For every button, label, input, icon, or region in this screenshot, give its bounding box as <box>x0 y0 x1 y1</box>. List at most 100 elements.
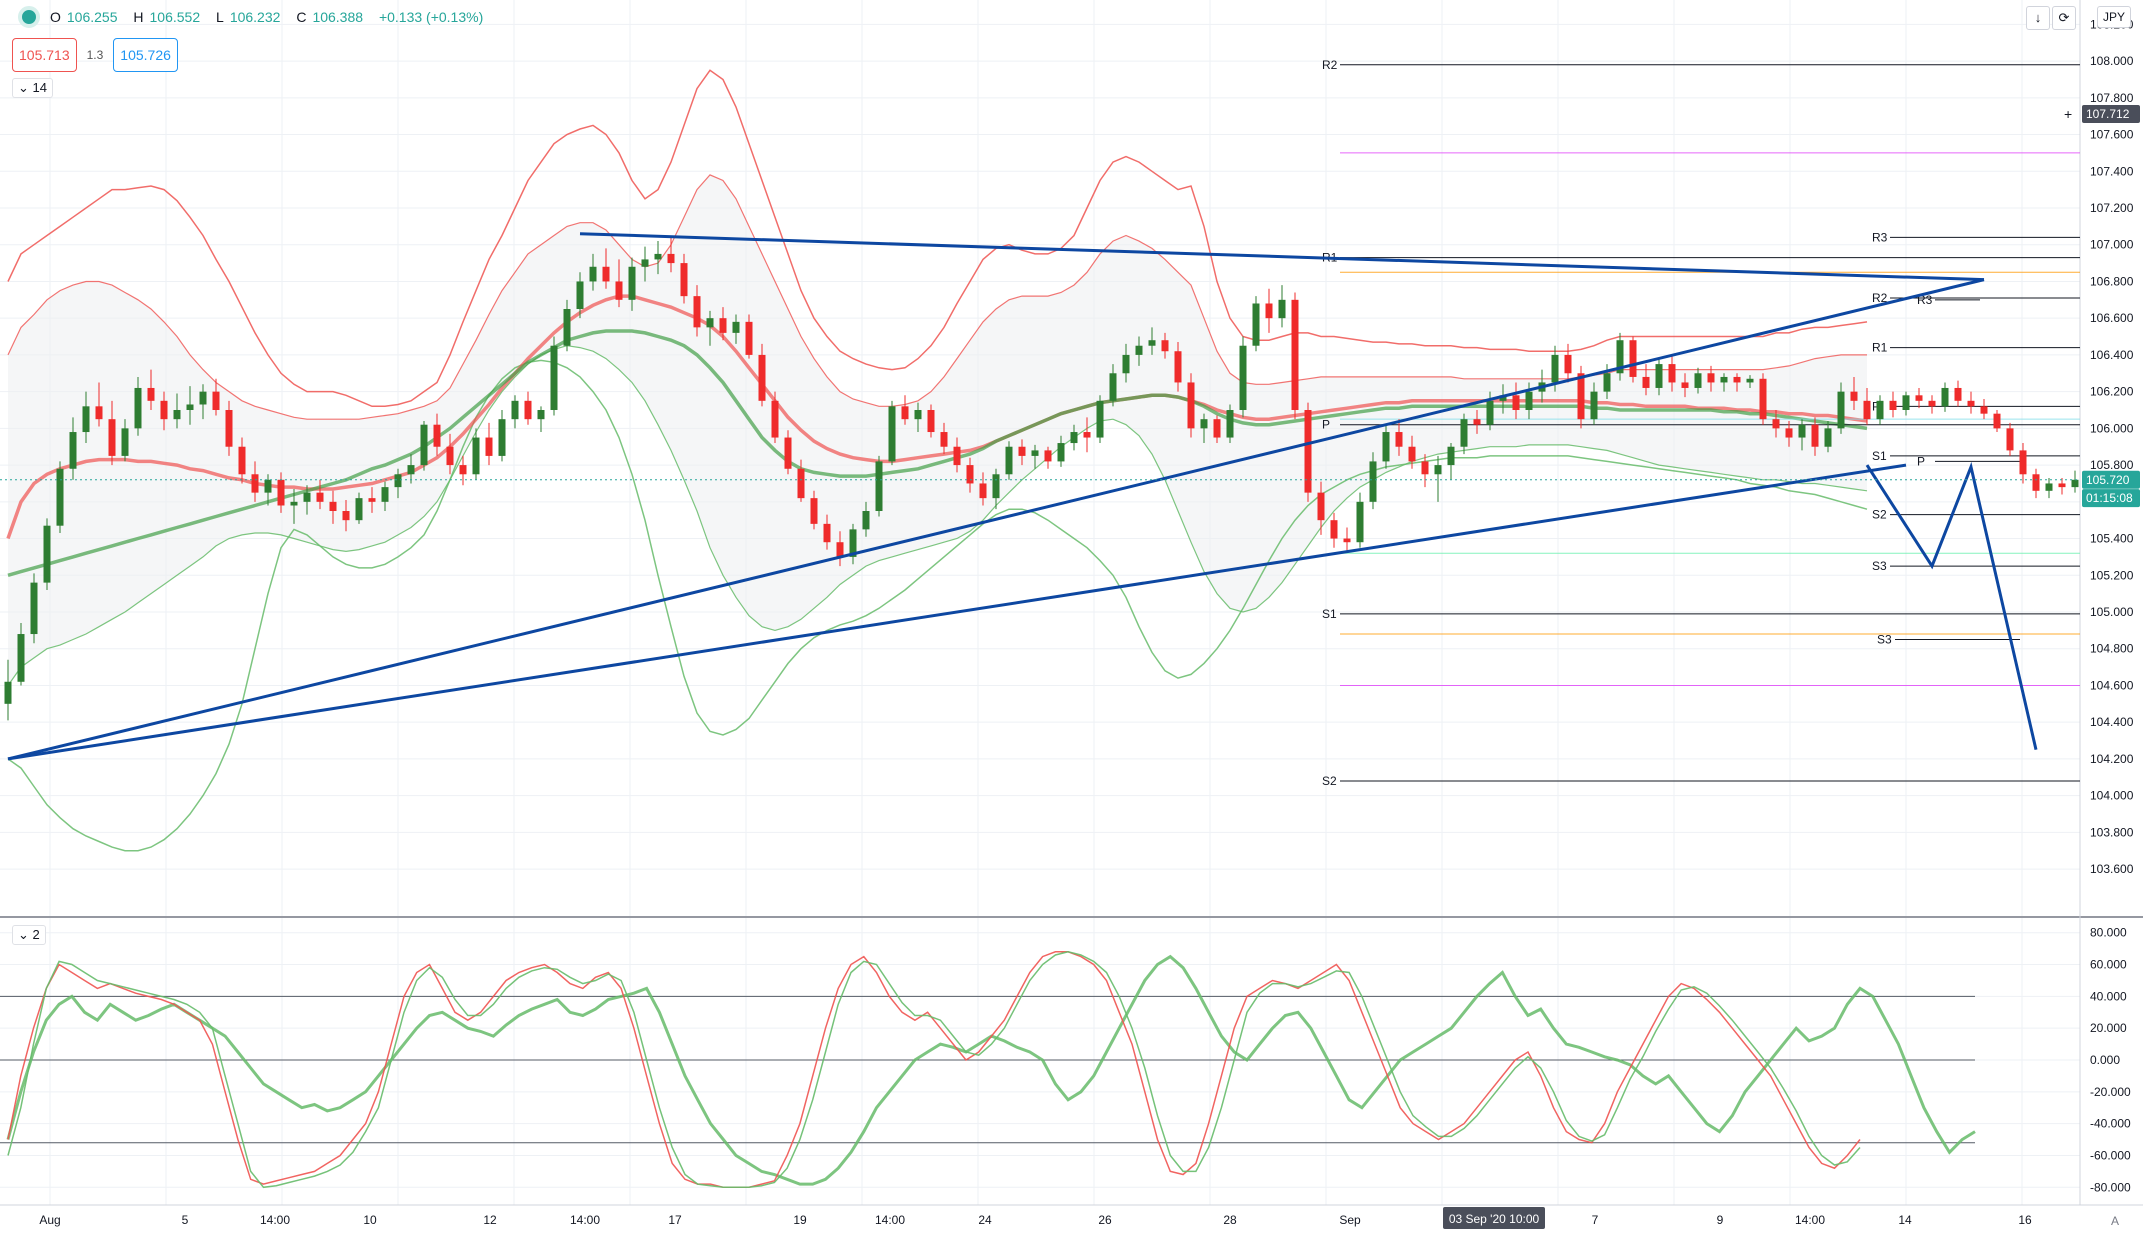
candle-body <box>1642 376 1650 388</box>
candle-body <box>1603 373 1611 392</box>
time-tick-label: 5 <box>182 1213 189 1227</box>
price-tick-label: 106.800 <box>2090 274 2134 288</box>
candle-body <box>121 428 129 456</box>
candle-body <box>1447 446 1455 466</box>
candle-body <box>680 263 688 297</box>
ohlc-close-label: C <box>296 9 307 25</box>
candle-body <box>940 432 948 447</box>
osc-tick-label: 40.000 <box>2090 989 2127 1003</box>
candle-body <box>1525 391 1533 410</box>
time-tick-label: 28 <box>1223 1213 1237 1227</box>
candle-body <box>1811 424 1819 447</box>
candle-body <box>1330 520 1338 539</box>
candle-body <box>1577 373 1585 420</box>
candle-body <box>836 542 844 557</box>
time-tick-label: 14:00 <box>875 1213 905 1227</box>
candle-body <box>433 424 441 447</box>
candle-body <box>550 345 558 410</box>
buy-button[interactable]: 105.726 <box>113 38 178 72</box>
pivot-label: S1 <box>1322 607 1337 621</box>
candle-body <box>875 461 883 511</box>
candle-body <box>95 406 103 420</box>
candle-body <box>1057 443 1065 462</box>
candle-body <box>1304 410 1312 493</box>
ohlc-high-value: 106.552 <box>149 9 201 25</box>
time-tick-label: 9 <box>1717 1213 1724 1227</box>
candle-body <box>966 465 974 484</box>
candle-body <box>1902 395 1910 410</box>
restore-icon[interactable]: ⟳ <box>2052 6 2076 30</box>
price-tick-label: 107.400 <box>2090 164 2134 178</box>
pivot-label: S2 <box>1322 774 1337 788</box>
ohlc-high-label: H <box>133 9 144 25</box>
time-tick-label: 17 <box>668 1213 682 1227</box>
candle-body <box>43 525 51 583</box>
candle-body <box>654 253 662 260</box>
candle-body <box>602 266 610 282</box>
candle-body <box>667 253 675 264</box>
candle-body <box>1148 340 1156 346</box>
candle-body <box>1629 340 1637 377</box>
price-tick-label: 106.200 <box>2090 385 2134 399</box>
candle-body <box>1967 400 1975 407</box>
candle-body <box>1408 446 1416 462</box>
candle-body <box>381 487 389 502</box>
candle-body <box>290 501 298 506</box>
candle-body <box>823 523 831 543</box>
candle-body <box>1252 303 1260 346</box>
candle-body <box>524 400 532 420</box>
candle-body <box>758 354 766 401</box>
time-tick-label: 19 <box>793 1213 807 1227</box>
candle-body <box>1772 419 1780 429</box>
indicator-legend-toggle[interactable]: ⌄ 14 <box>12 78 53 98</box>
time-tick-label: 24 <box>978 1213 992 1227</box>
candle-body <box>1005 446 1013 475</box>
candle-body <box>1187 382 1195 429</box>
candle-body <box>1616 340 1624 374</box>
candle-body <box>225 410 233 447</box>
time-tick-label: 14:00 <box>1795 1213 1825 1227</box>
candle-body <box>199 391 207 405</box>
price-tick-label: 106.400 <box>2090 348 2134 362</box>
candle-body <box>1122 354 1130 374</box>
candle-body <box>1499 395 1507 401</box>
osc-tick-label: -40.000 <box>2090 1117 2131 1131</box>
candle-body <box>1564 354 1572 374</box>
ohlc-close-value: 106.388 <box>312 9 364 25</box>
candle-body <box>901 406 909 420</box>
pivot-label: R3 <box>1872 230 1888 244</box>
time-tick-label: Sep <box>1339 1213 1361 1227</box>
pivot-label: S3 <box>1877 633 1892 647</box>
down-arrow-icon[interactable]: ↓ <box>2026 6 2050 30</box>
candle-body <box>2019 450 2027 475</box>
candle-body <box>1655 364 1663 388</box>
candle-body <box>1213 419 1221 438</box>
time-tick-label: 14:00 <box>260 1213 290 1227</box>
oscillator-legend-toggle[interactable]: ⌄ 2 <box>12 925 46 945</box>
indicator-legend-count: 14 <box>32 80 47 95</box>
candle-body <box>1265 303 1273 319</box>
candle-body <box>30 582 38 635</box>
candle-body <box>2006 428 2014 451</box>
candle-body <box>771 400 779 438</box>
candle-body <box>2071 479 2079 488</box>
time-tick-label: 7 <box>1592 1213 1599 1227</box>
sell-button[interactable]: 105.713 <box>12 38 77 72</box>
oscillator-series <box>7 951 1861 1189</box>
osc-tick-label: 20.000 <box>2090 1021 2127 1035</box>
chevron-down-icon: ⌄ <box>18 80 29 95</box>
pivot-label: S3 <box>1872 559 1887 573</box>
candle-body <box>1317 492 1325 521</box>
auto-scale-button[interactable]: A <box>2110 1214 2119 1228</box>
time-tick-label: 10 <box>363 1213 377 1227</box>
candle-body <box>1369 461 1377 502</box>
candle-body <box>888 406 896 462</box>
candle-body <box>56 468 64 526</box>
chevron-down-icon: ⌄ <box>18 927 29 942</box>
ohlc-open-label: O <box>50 9 61 25</box>
candle-body <box>472 437 480 475</box>
osc-tick-label: 0.000 <box>2090 1053 2120 1067</box>
price-tick-label: 104.600 <box>2090 678 2134 692</box>
